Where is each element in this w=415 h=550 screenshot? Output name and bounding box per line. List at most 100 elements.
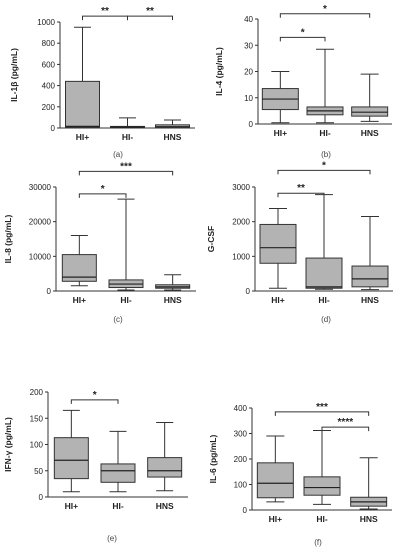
x-category-label: HNS <box>164 295 182 305</box>
y-tick-label: 0 <box>47 287 52 296</box>
chart-panel-1: 0 200 400 600 800 1000 IL-1β (pg/mL) HI+ HI- HNS *… <box>9 6 195 159</box>
y-tick-label: 400 <box>42 82 56 91</box>
chart-panel-2: 0 10 20 30 40 IL-4 (pg/mL) HI+ HI- HNS * * (b) <box>214 4 392 159</box>
y-tick-label: 400 <box>234 404 248 413</box>
y-tick-label: 800 <box>42 39 56 48</box>
box-HI- <box>306 48 344 124</box>
y-tick-label: 0 <box>243 506 248 515</box>
box-HI- <box>305 194 343 290</box>
x-category-label: HI+ <box>269 514 283 524</box>
box-HI- <box>100 430 136 493</box>
box-iqr <box>351 106 389 117</box>
significance-label: * <box>323 4 327 15</box>
x-category-label: HI+ <box>76 132 90 142</box>
x-category-label: HI- <box>120 295 132 305</box>
x-category-label: HI+ <box>65 501 79 511</box>
box-HNS <box>155 119 190 129</box>
significance-label: * <box>301 27 305 38</box>
chart-panel-5: 0 50 100 150 200 IFN-γ (pg/mL) HI+ HI- HNS * (e) <box>3 388 188 543</box>
x-category-label: HI- <box>316 514 328 524</box>
significance-bracket <box>277 192 325 198</box>
y-axis-title: IL-1β (pg/mL) <box>9 48 19 102</box>
box-iqr <box>53 437 89 480</box>
x-category-label: HNS <box>164 132 182 142</box>
y-tick-label: 150 <box>30 414 44 423</box>
y-axis-title: G-CSF <box>206 226 216 252</box>
y-tick-label: 0 <box>51 124 56 133</box>
x-category-label: HI- <box>112 501 124 511</box>
significance-bracket <box>279 36 326 42</box>
y-tick-label: 2000 <box>232 218 250 227</box>
significance-label: * <box>101 184 105 195</box>
box-HNS <box>147 421 183 492</box>
significance-label: ** <box>297 183 305 194</box>
significance-bracket <box>78 193 127 198</box>
box-HI- <box>110 117 145 129</box>
panel-label: (b) <box>321 150 331 159</box>
box-HI+ <box>259 207 297 289</box>
y-tick-label: 100 <box>234 481 248 490</box>
y-axis-title: IL-8 (pg/mL) <box>3 215 13 264</box>
y-tick-label: 50 <box>34 467 43 476</box>
significance-label: *** <box>120 161 132 172</box>
panel-label: (d) <box>321 315 331 324</box>
y-tick-label: 0 <box>39 493 44 502</box>
y-tick-label: 0 <box>246 287 251 296</box>
y-tick-label: 40 <box>244 15 253 24</box>
y-axis-title: IFN-γ (pg/mL) <box>3 417 13 472</box>
x-category-label: HNS <box>156 501 174 511</box>
box-iqr <box>147 457 183 478</box>
box-HI+ <box>65 26 100 129</box>
box-HI- <box>303 429 341 505</box>
y-tick-label: 30 <box>244 41 253 50</box>
significance-bracket <box>127 15 173 21</box>
y-tick-label: 600 <box>42 60 56 69</box>
y-tick-label: 200 <box>30 388 44 397</box>
significance-label: ** <box>146 6 154 17</box>
y-tick-label: 30000 <box>29 183 52 192</box>
y-tick-label: 1000 <box>232 252 250 261</box>
box-iqr <box>259 223 297 264</box>
box-HNS <box>155 274 191 291</box>
box-HI+ <box>256 435 294 503</box>
box-HNS <box>351 215 389 291</box>
box-HNS <box>350 457 388 510</box>
significance-bracket <box>274 411 370 416</box>
y-tick-label: 0 <box>249 120 254 129</box>
box-HNS <box>351 73 389 122</box>
box-HI+ <box>53 409 89 493</box>
y-tick-label: 20 <box>244 68 253 77</box>
significance-bracket <box>277 169 371 175</box>
x-category-label: HI- <box>319 128 331 138</box>
y-tick-label: 1000 <box>37 18 55 27</box>
y-tick-label: 20000 <box>29 218 52 227</box>
x-category-label: HNS <box>361 128 379 138</box>
x-category-label: HI+ <box>271 295 285 305</box>
box-iqr <box>100 463 136 483</box>
y-tick-label: 10000 <box>29 252 52 261</box>
significance-bracket <box>279 13 371 18</box>
box-iqr <box>256 462 294 499</box>
panel-label: (f) <box>314 538 322 547</box>
significance-label: *** <box>316 402 328 413</box>
significance-label: * <box>93 390 97 401</box>
y-tick-label: 200 <box>42 103 56 112</box>
panel-label: (c) <box>113 315 123 324</box>
y-axis-title: IL-4 (pg/mL) <box>214 47 224 96</box>
y-axis-title: IL-6 (pg/mL) <box>208 435 218 484</box>
box-iqr <box>303 476 341 496</box>
x-category-label: HNS <box>361 295 379 305</box>
x-category-label: HNS <box>360 514 378 524</box>
significance-label: * <box>322 160 326 171</box>
box-HI+ <box>61 235 97 287</box>
x-category-label: HI+ <box>73 295 87 305</box>
y-tick-label: 10 <box>244 94 253 103</box>
significance-bracket <box>321 426 370 432</box>
significance-label: ** <box>101 6 109 17</box>
box-iqr <box>351 265 389 288</box>
box-HI+ <box>261 71 299 124</box>
y-tick-label: 200 <box>234 455 248 464</box>
